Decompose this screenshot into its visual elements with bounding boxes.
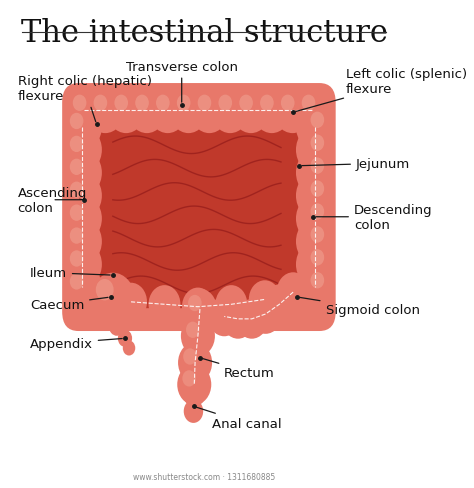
Text: Right colic (hepatic)
flexure: Right colic (hepatic) flexure — [18, 75, 152, 122]
Circle shape — [310, 272, 324, 289]
Circle shape — [231, 87, 270, 134]
Circle shape — [70, 159, 83, 176]
Circle shape — [114, 96, 128, 112]
Circle shape — [93, 96, 107, 112]
Text: Ileum: Ileum — [30, 266, 110, 280]
Circle shape — [148, 87, 187, 134]
Circle shape — [219, 96, 232, 112]
Circle shape — [277, 273, 310, 312]
Circle shape — [208, 297, 241, 337]
Circle shape — [177, 365, 211, 405]
Circle shape — [310, 227, 324, 243]
Circle shape — [109, 317, 125, 336]
Text: Jejunum: Jejunum — [302, 158, 410, 170]
Circle shape — [296, 219, 335, 265]
Circle shape — [186, 322, 200, 338]
Circle shape — [252, 87, 291, 134]
Circle shape — [181, 316, 215, 357]
Circle shape — [96, 280, 114, 301]
Circle shape — [310, 181, 324, 197]
Circle shape — [183, 348, 197, 365]
Circle shape — [296, 173, 335, 220]
Circle shape — [273, 87, 312, 134]
Circle shape — [102, 301, 120, 323]
Circle shape — [107, 87, 146, 134]
Circle shape — [63, 127, 102, 174]
FancyBboxPatch shape — [96, 112, 301, 308]
Circle shape — [70, 274, 83, 290]
Circle shape — [239, 96, 253, 112]
Circle shape — [310, 204, 324, 220]
Circle shape — [296, 150, 335, 197]
Circle shape — [63, 104, 102, 151]
Circle shape — [135, 96, 149, 112]
Circle shape — [188, 295, 201, 311]
Circle shape — [70, 205, 83, 222]
Circle shape — [302, 96, 315, 112]
Circle shape — [70, 182, 83, 199]
Circle shape — [184, 400, 203, 423]
Text: www.shutterstock.com · 1311680885: www.shutterstock.com · 1311680885 — [133, 472, 275, 481]
Circle shape — [249, 295, 282, 334]
Circle shape — [118, 330, 132, 347]
FancyBboxPatch shape — [62, 84, 336, 331]
Circle shape — [310, 158, 324, 174]
Circle shape — [296, 127, 335, 174]
Text: Transverse colon: Transverse colon — [126, 61, 237, 103]
Circle shape — [63, 242, 102, 288]
Circle shape — [215, 285, 247, 324]
Circle shape — [86, 87, 125, 134]
Circle shape — [190, 87, 229, 134]
Circle shape — [281, 96, 294, 112]
Text: Caecum: Caecum — [30, 298, 108, 311]
Circle shape — [235, 300, 268, 339]
Circle shape — [182, 288, 214, 326]
Circle shape — [115, 283, 147, 321]
Text: Left colic (splenic)
flexure: Left colic (splenic) flexure — [296, 67, 467, 112]
Text: Anal canal: Anal canal — [197, 407, 282, 430]
Circle shape — [178, 343, 212, 383]
Text: Sigmoid colon: Sigmoid colon — [300, 298, 419, 316]
Text: Ascending
colon: Ascending colon — [18, 186, 87, 214]
Circle shape — [128, 87, 166, 134]
Circle shape — [70, 114, 83, 130]
Circle shape — [73, 96, 86, 112]
Circle shape — [198, 96, 211, 112]
Circle shape — [63, 173, 102, 220]
Circle shape — [65, 87, 104, 134]
Circle shape — [294, 87, 333, 134]
Circle shape — [249, 281, 281, 319]
Circle shape — [260, 96, 273, 112]
Circle shape — [263, 285, 296, 325]
Circle shape — [156, 96, 170, 112]
Circle shape — [169, 87, 208, 134]
Text: Rectum: Rectum — [202, 359, 275, 379]
Circle shape — [123, 341, 135, 356]
Circle shape — [63, 196, 102, 243]
Circle shape — [210, 87, 250, 134]
Circle shape — [182, 377, 206, 407]
Circle shape — [70, 251, 83, 267]
Circle shape — [148, 285, 181, 324]
Circle shape — [310, 112, 324, 129]
Circle shape — [177, 96, 191, 112]
Circle shape — [310, 135, 324, 152]
Text: The intestinal structure: The intestinal structure — [20, 19, 387, 49]
Circle shape — [70, 228, 83, 244]
Circle shape — [296, 242, 335, 288]
Text: Appendix: Appendix — [30, 337, 122, 350]
Circle shape — [63, 264, 102, 311]
Circle shape — [63, 150, 102, 197]
Circle shape — [183, 289, 217, 330]
Circle shape — [70, 137, 83, 153]
Circle shape — [310, 250, 324, 266]
Circle shape — [296, 104, 335, 151]
Circle shape — [221, 300, 255, 339]
Circle shape — [182, 370, 196, 387]
Circle shape — [296, 196, 335, 243]
Text: Descending
colon: Descending colon — [316, 203, 433, 231]
Circle shape — [91, 273, 135, 326]
Circle shape — [63, 219, 102, 265]
Circle shape — [296, 264, 335, 311]
